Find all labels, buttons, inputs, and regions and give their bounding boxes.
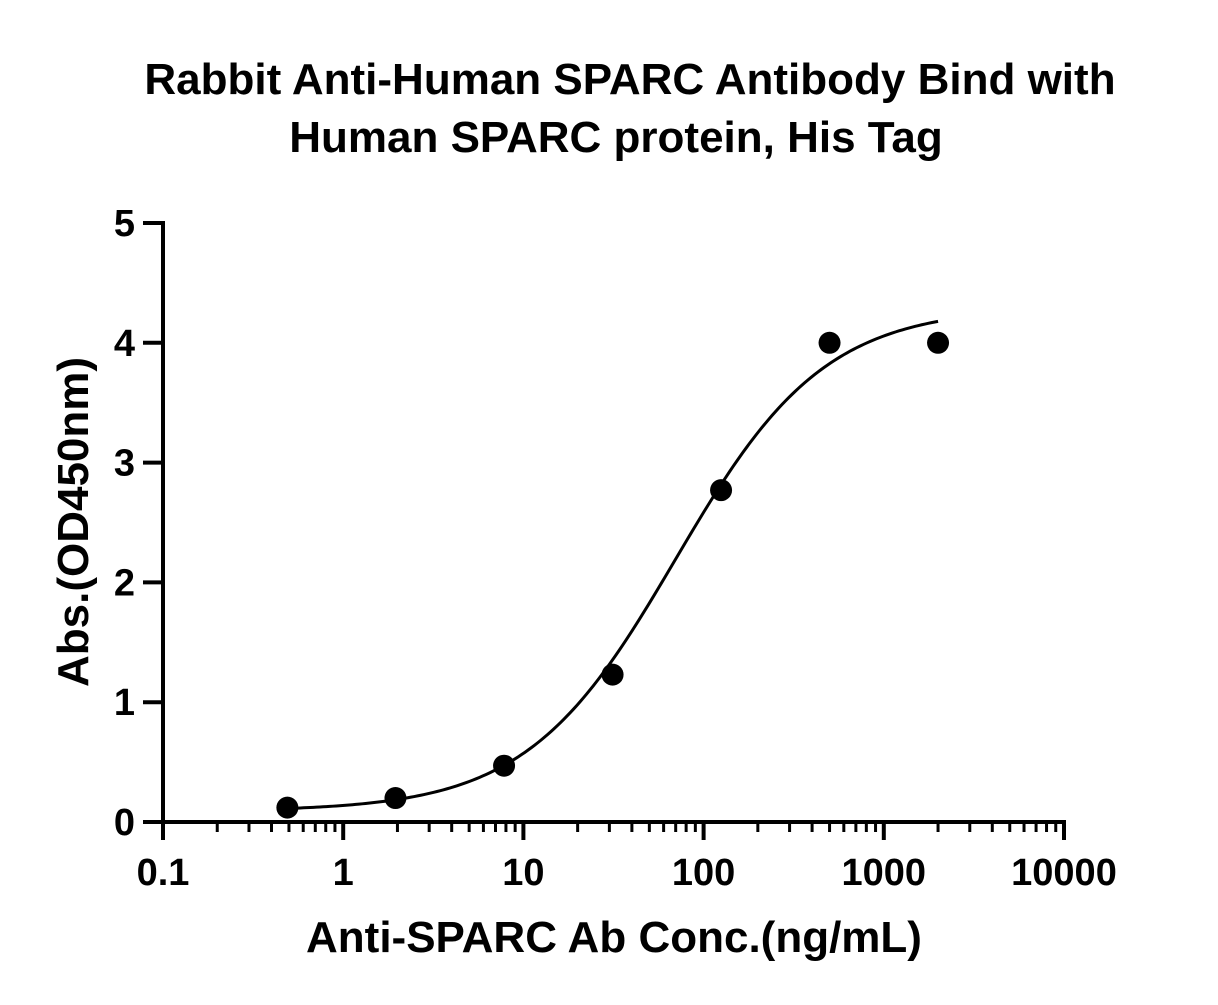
- y-tick-label-4: 4: [114, 323, 135, 365]
- x-tick-label-10: 10: [502, 852, 544, 894]
- data-point: [927, 331, 950, 354]
- y-tick-label-0: 0: [114, 802, 135, 844]
- x-tick-label-1000: 1000: [842, 852, 927, 894]
- y-tick-label-5: 5: [114, 203, 135, 245]
- x-tick-label-10000: 10000: [1011, 852, 1117, 894]
- data-point: [601, 663, 624, 686]
- data-point: [493, 754, 516, 777]
- data-points-layer: [276, 331, 950, 819]
- tick-marks: [143, 221, 1066, 840]
- data-point: [710, 479, 733, 502]
- data-point: [384, 787, 407, 810]
- tick-labels: 0 1 2 3 4 5 0.1 1 10 100 1000 10000: [114, 203, 1117, 894]
- chart-title-line-2: Human SPARC protein, His Tag: [289, 113, 943, 162]
- x-tick-label-100: 100: [672, 852, 735, 894]
- x-tick-label-0.1: 0.1: [137, 852, 190, 894]
- x-tick-label-1: 1: [333, 852, 354, 894]
- y-tick-label-1: 1: [114, 682, 135, 724]
- data-point: [818, 331, 841, 354]
- chart-title-line-1: Rabbit Anti-Human SPARC Antibody Bind wi…: [144, 55, 1115, 104]
- y-tick-label-3: 3: [114, 443, 135, 485]
- axes: [161, 221, 1066, 824]
- x-axis-label: Anti-SPARC Ab Conc.(ng/mL): [306, 913, 922, 962]
- data-point: [276, 796, 299, 819]
- y-tick-label-2: 2: [114, 562, 135, 604]
- fit-curve: [287, 319, 939, 810]
- fit-curve-layer: [287, 319, 939, 810]
- y-axis-label: Abs.(OD450nm): [49, 357, 98, 687]
